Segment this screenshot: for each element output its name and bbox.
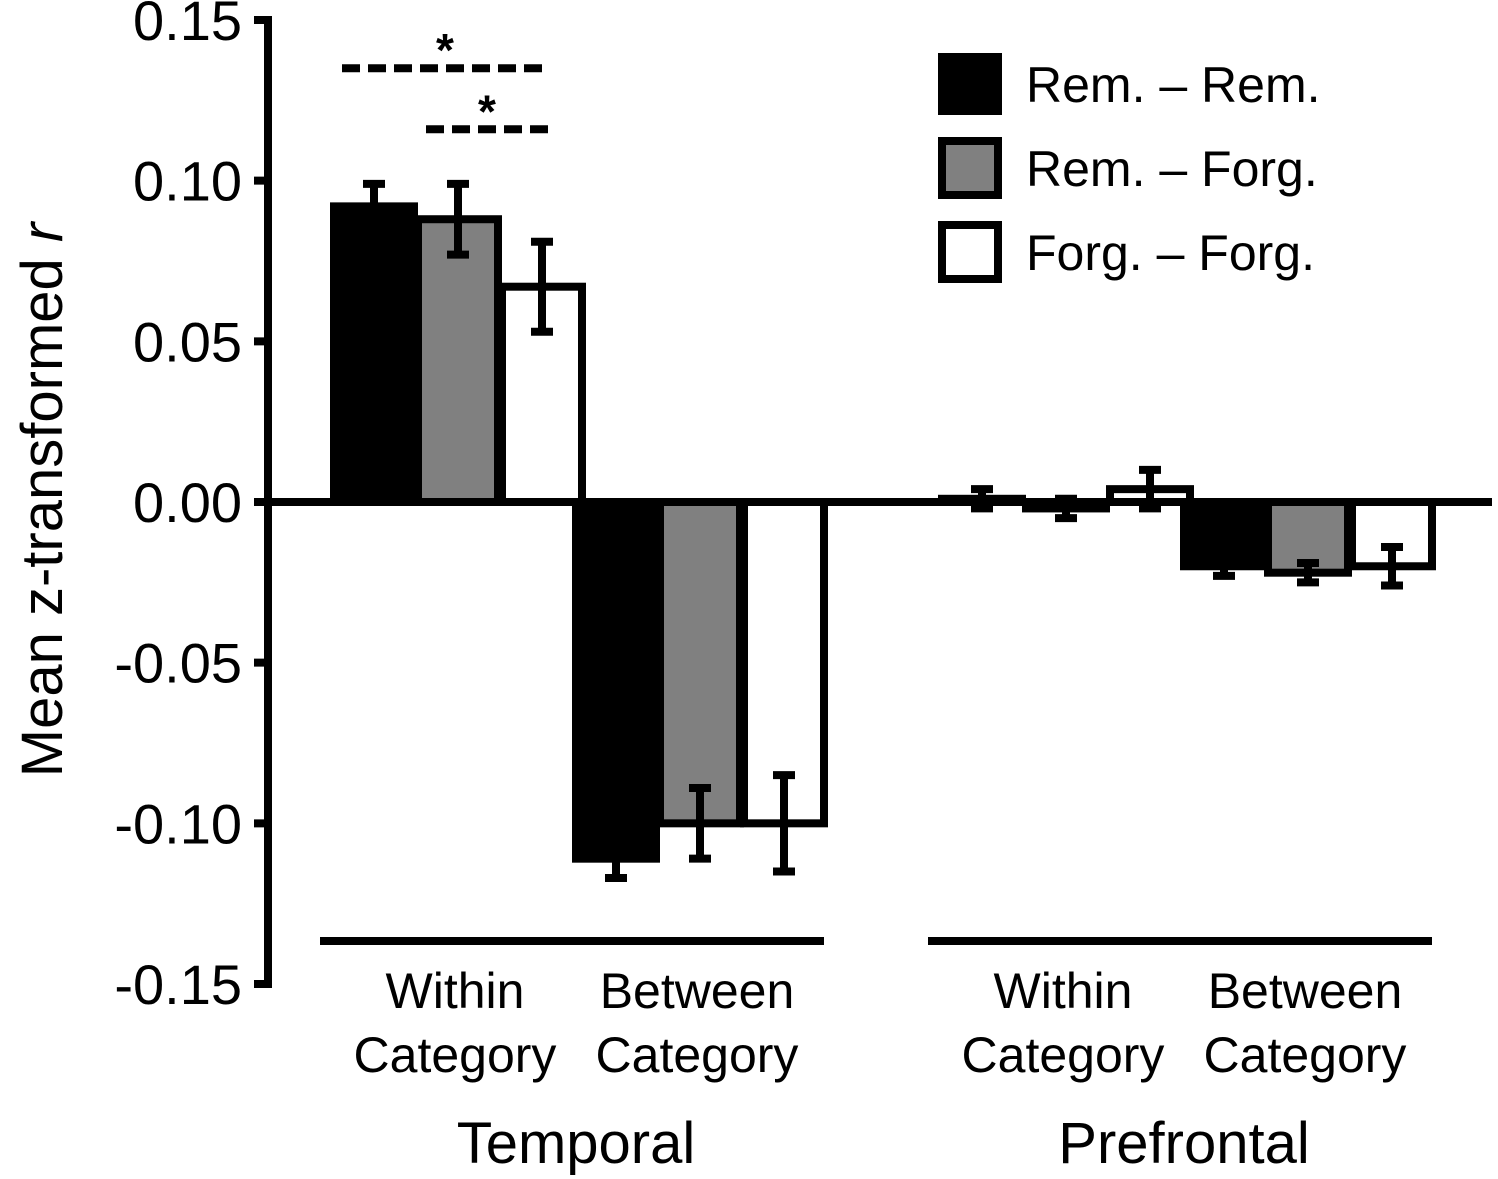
group-label: Prefrontal (1058, 1111, 1309, 1176)
bar (330, 202, 418, 507)
legend-swatch (938, 53, 1002, 115)
y-tick-label: -0.05 (114, 632, 242, 695)
y-axis-label: Mean z-transformed r (10, 220, 75, 777)
legend-label: Rem. – Forg. (1026, 141, 1318, 197)
y-tick-label: -0.15 (114, 953, 242, 1016)
bar (414, 215, 502, 507)
y-axis: 0.15 0.10 0.05 0.00 -0.05 -0.10 -0.15 (114, 0, 272, 1016)
bars (330, 202, 1436, 863)
y-tick-label: 0.10 (133, 150, 242, 213)
category-label-line1: Between (600, 963, 795, 1019)
legend-label: Forg. – Forg. (1026, 225, 1315, 281)
y-axis-label-italic: r (10, 220, 75, 242)
legend-swatch (938, 137, 1002, 199)
category-label-line2: Category (354, 1027, 557, 1083)
y-tick-label: 0.00 (133, 471, 242, 534)
category-label-line1: Within (994, 963, 1133, 1019)
y-axis-label-main: Mean z-transformed (10, 242, 75, 777)
bar (572, 498, 660, 863)
y-tick-label: 0.05 (133, 310, 242, 373)
category-label-line2: Category (1204, 1027, 1407, 1083)
legend-swatch (938, 221, 1002, 283)
legend-label: Rem. – Rem. (1026, 57, 1321, 113)
category-label-line1: Between (1208, 963, 1403, 1019)
significance-star: * (478, 85, 496, 137)
y-tick-label: -0.10 (114, 792, 242, 855)
category-label-line2: Category (596, 1027, 799, 1083)
category-label-line2: Category (962, 1027, 1165, 1083)
bar (656, 498, 744, 828)
error-bars (363, 179, 1403, 882)
group-label: Temporal (457, 1111, 696, 1176)
significance-star: * (436, 24, 454, 76)
significance-markers: ** (342, 24, 548, 137)
legend: Rem. – Rem. Rem. – Forg. Forg. – Forg. (938, 53, 1321, 283)
y-tick-label: 0.15 (133, 0, 242, 52)
category-labels: Within Category Between Category Temporal Wit… (320, 937, 1432, 1176)
category-label-line1: Within (386, 963, 525, 1019)
